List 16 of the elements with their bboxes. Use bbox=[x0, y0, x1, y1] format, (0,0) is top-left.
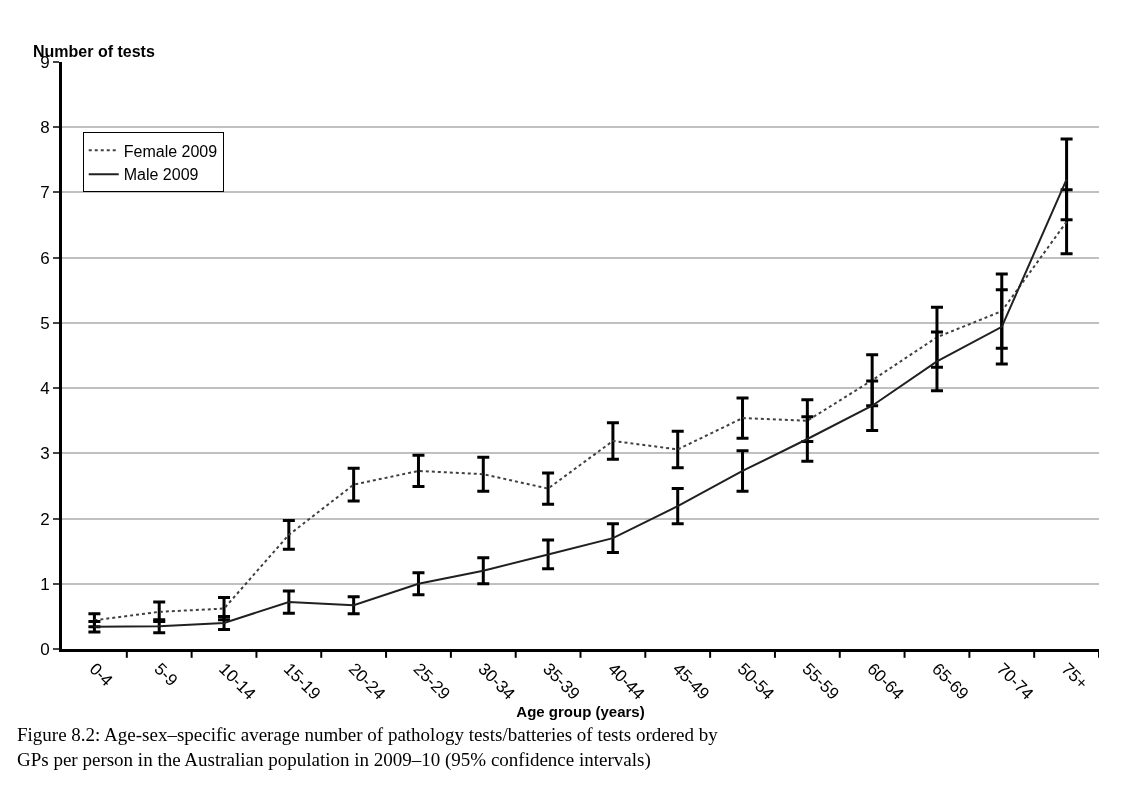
y-tick-label: 7 bbox=[40, 183, 50, 203]
y-tick-label: 3 bbox=[40, 444, 50, 464]
x-tick-label: 0-4 bbox=[85, 659, 117, 691]
legend-label: Female 2009 bbox=[123, 142, 218, 160]
y-tick-label: 6 bbox=[40, 248, 50, 268]
y-tick-label: 1 bbox=[40, 574, 50, 594]
x-tick-label: 75+ bbox=[1057, 659, 1092, 694]
caption: Figure 8.2: Age-sex–specific average number of pathology tests/batteries of tests ordered by GPs per person in the Australian population in 2009–10 (95% confidence intervals) bbox=[17, 724, 719, 771]
legend-label: Male 2009 bbox=[123, 166, 199, 184]
y-tick-label: 2 bbox=[40, 509, 50, 529]
y-tick-label: 4 bbox=[40, 379, 50, 399]
x-tick-label: 5-9 bbox=[150, 659, 182, 691]
x-axis-title: Age group (years) bbox=[516, 703, 645, 721]
y-tick-label: 5 bbox=[40, 313, 50, 333]
y-tick-label: 0 bbox=[40, 639, 50, 659]
y-tick-label: 8 bbox=[40, 118, 50, 138]
